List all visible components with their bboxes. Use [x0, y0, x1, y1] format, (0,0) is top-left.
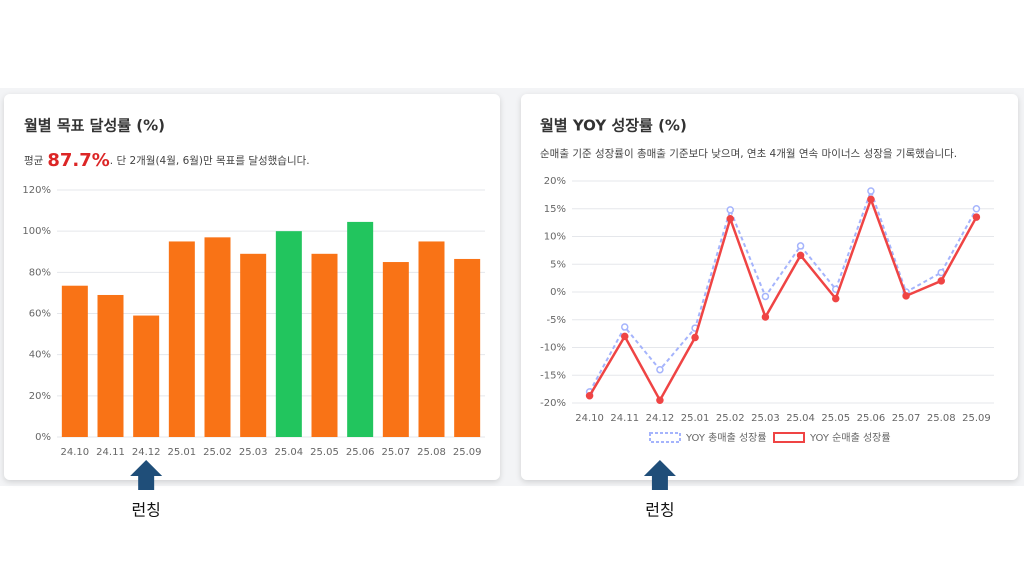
x-tick-label: 25.04	[786, 413, 815, 424]
chart-subtitle: 평균 87.7%. 단 2개월(4월, 6월)만 목표를 달성했습니다.	[24, 150, 310, 171]
series-line	[588, 195, 978, 403]
x-tick-label: 25.08	[927, 413, 956, 424]
y-tick-label: 20%	[29, 391, 51, 402]
y-tick-label: -10%	[540, 343, 566, 354]
x-tick-label: 25.02	[716, 413, 745, 424]
x-tick-label: 25.09	[453, 447, 482, 458]
point	[656, 396, 664, 404]
x-tick-label: 24.10	[575, 413, 604, 424]
point	[726, 214, 734, 223]
y-tick-label: -5%	[547, 315, 566, 326]
x-tick-label: 25.02	[203, 447, 232, 458]
legend-swatch	[773, 432, 805, 443]
bar	[240, 253, 267, 437]
y-tick-label: 60%	[29, 309, 51, 320]
point	[972, 205, 981, 213]
annotation: 런칭	[645, 501, 674, 520]
subtitle-part: 평균	[24, 155, 44, 167]
x-tick-label: 25.06	[346, 447, 375, 458]
x-tick-label: 25.08	[417, 447, 446, 458]
card	[521, 94, 1018, 480]
y-tick-label: 80%	[29, 267, 51, 278]
x-tick-label: 24.12	[646, 413, 675, 424]
x-tick-label: 25.01	[681, 413, 710, 424]
bar	[311, 253, 338, 437]
bar	[133, 315, 160, 437]
chart-title: 월별 YOY 성장률 (%)	[540, 117, 687, 135]
point	[585, 392, 594, 400]
bar	[275, 231, 302, 437]
annotation: 런칭	[131, 501, 160, 520]
y-tick-label: 40%	[29, 350, 51, 361]
y-tick-label: 15%	[544, 204, 566, 215]
point	[832, 294, 840, 303]
point	[867, 195, 875, 204]
series-line	[588, 187, 978, 393]
point	[761, 292, 770, 301]
bar	[168, 241, 195, 437]
y-tick-label: -15%	[540, 370, 566, 381]
legend-swatch	[649, 432, 681, 443]
y-tick-label: 10%	[544, 232, 566, 243]
x-tick-label: 24.10	[61, 447, 90, 458]
point	[621, 323, 629, 331]
x-tick-label: 25.09	[962, 413, 991, 424]
point	[656, 365, 664, 374]
bar	[204, 237, 231, 437]
x-tick-label: 24.11	[96, 447, 125, 458]
y-tick-label: 100%	[22, 226, 51, 237]
y-tick-label: 0%	[35, 432, 51, 443]
y-tick-label: 5%	[550, 259, 566, 270]
x-tick-label: 24.12	[132, 447, 161, 458]
x-tick-label: 24.11	[610, 413, 639, 424]
point	[761, 313, 770, 321]
y-tick-label: -20%	[540, 398, 566, 409]
bar	[382, 262, 409, 437]
chart-title: 월별 목표 달성률 (%)	[24, 117, 165, 135]
point	[937, 268, 945, 277]
x-tick-label: 25.01	[168, 447, 197, 458]
legend-label: YOY 순매출 성장률	[809, 432, 891, 444]
y-tick-label: 120%	[22, 185, 51, 196]
bar	[418, 241, 445, 437]
x-tick-label: 25.03	[751, 413, 780, 424]
point	[937, 277, 945, 285]
x-tick-label: 25.07	[382, 447, 411, 458]
point	[726, 206, 734, 214]
arrow	[130, 460, 163, 490]
x-tick-label: 25.05	[310, 447, 339, 458]
bar	[347, 221, 374, 437]
y-tick-label: 0%	[550, 287, 566, 298]
bar	[454, 258, 481, 437]
point	[691, 333, 699, 342]
y-tick-label: 20%	[544, 176, 566, 187]
point	[621, 332, 629, 341]
x-tick-label: 25.03	[239, 447, 268, 458]
bar	[97, 294, 124, 437]
legend-label: YOY 총매출 성장률	[685, 432, 767, 444]
x-tick-label: 25.06	[857, 413, 886, 424]
bar	[61, 285, 88, 437]
x-tick-label: 25.05	[821, 413, 850, 424]
chart-subtitle: 순매출 기준 성장률이 총매출 기준보다 낮으며, 연초 4개월 연속 마이너스…	[540, 148, 957, 160]
arrow	[643, 460, 676, 490]
x-tick-label: 25.07	[892, 413, 921, 424]
point	[796, 242, 805, 250]
point	[902, 292, 910, 300]
point	[796, 251, 805, 260]
point	[972, 213, 981, 221]
point	[867, 187, 875, 195]
subtitle-part: . 단 2개월(4월, 6월)만 목표를 달성했습니다.	[110, 155, 310, 167]
x-tick-label: 25.04	[275, 447, 304, 458]
subtitle-part: 87.7%	[47, 150, 109, 171]
